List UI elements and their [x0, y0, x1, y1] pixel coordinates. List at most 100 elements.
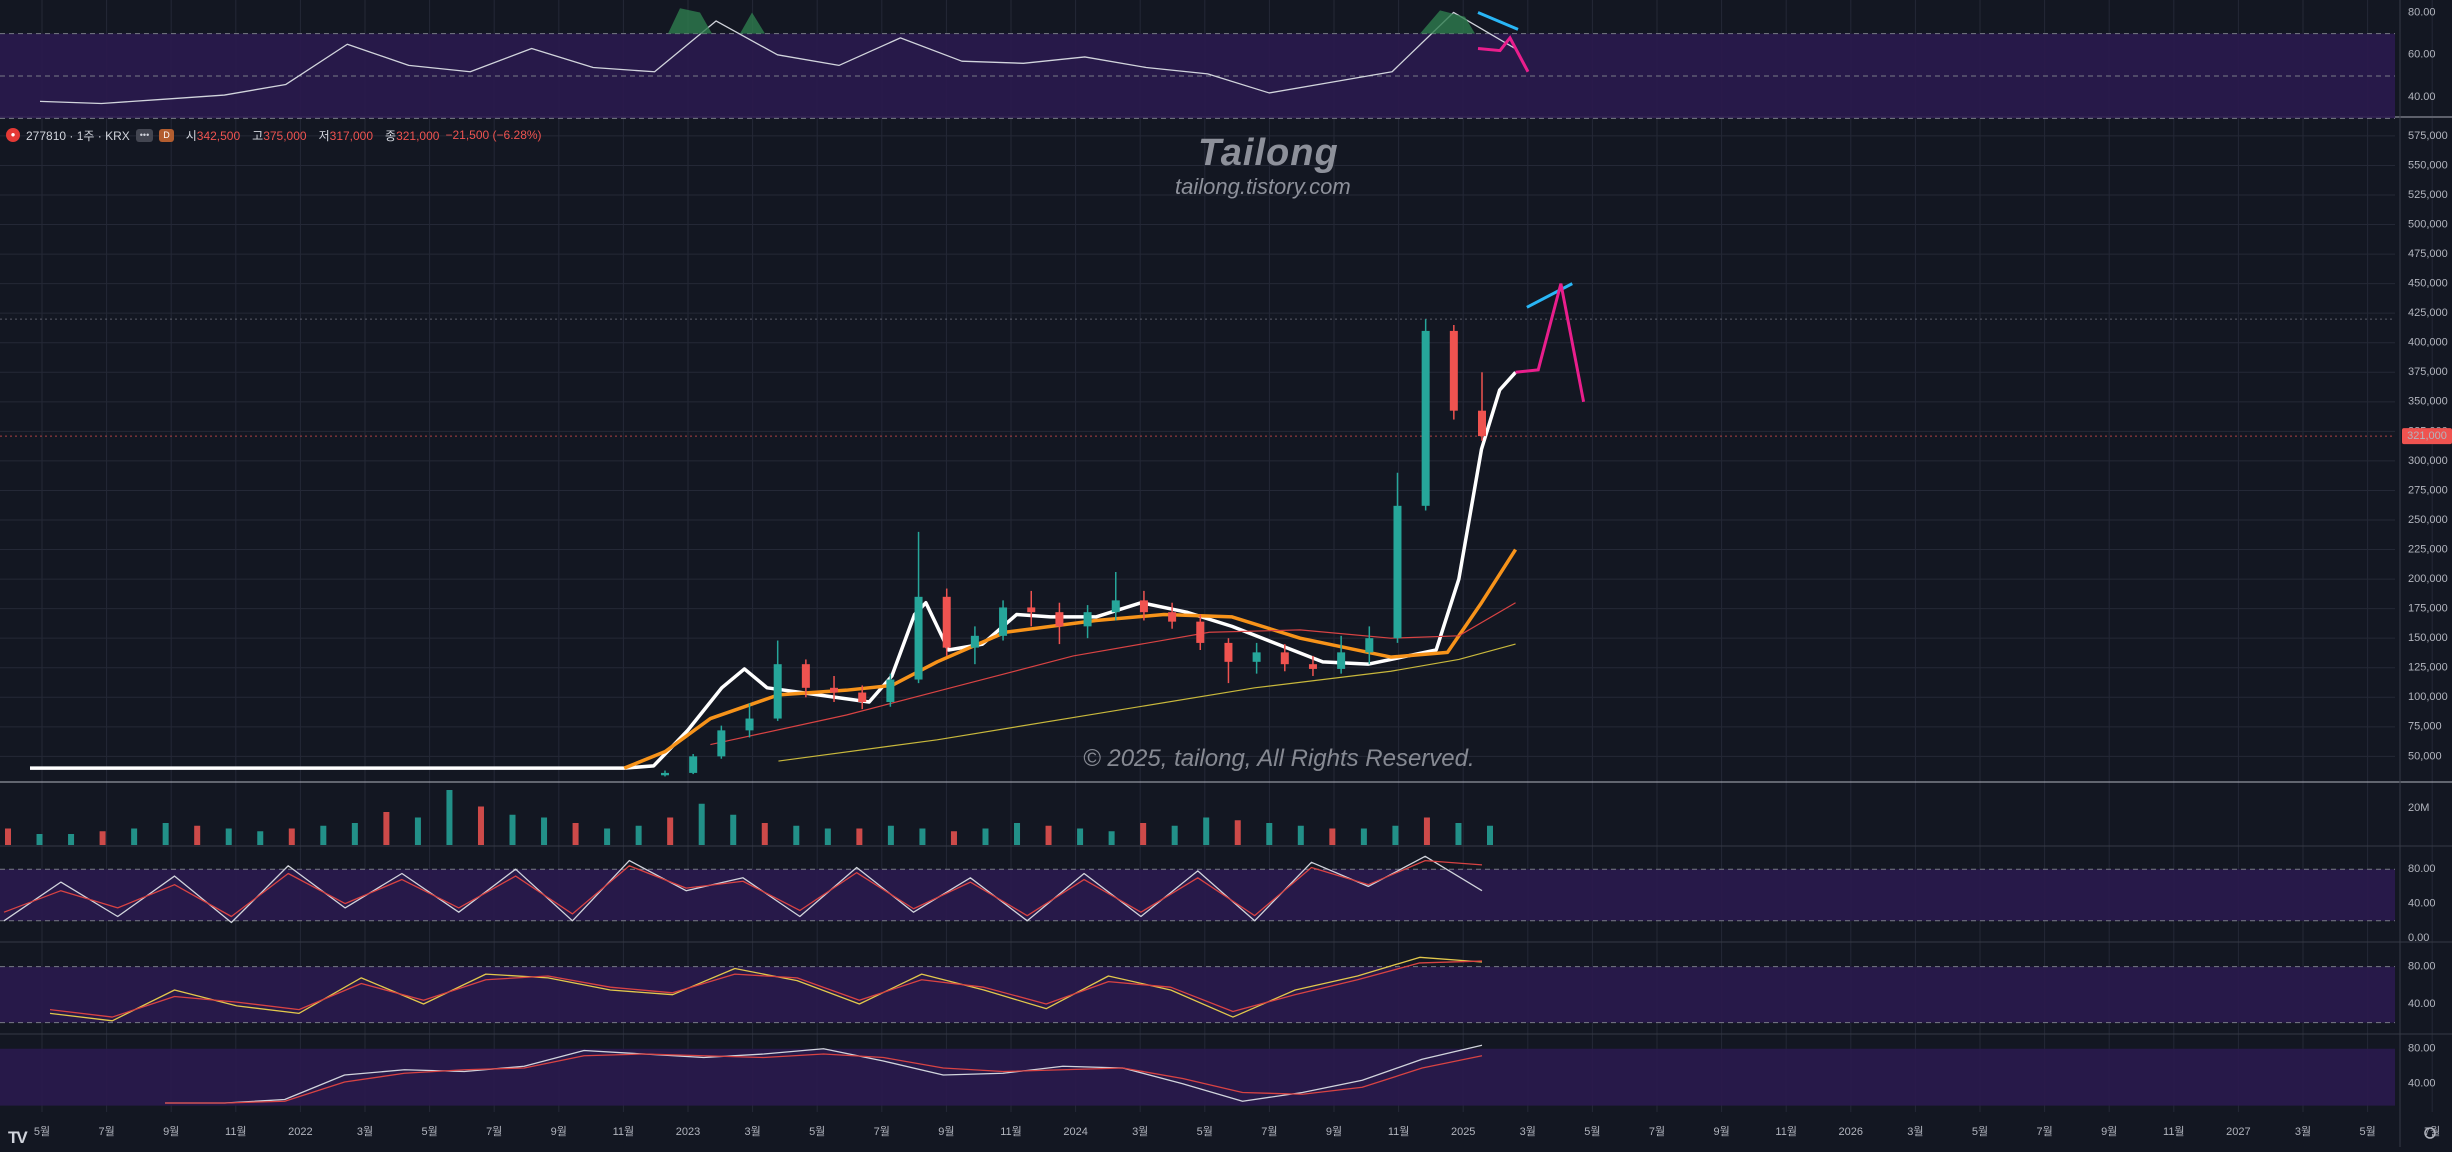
- delay-flag: D: [159, 128, 174, 142]
- symbol-bar: ● 277810 · 1주 · KRX ••• D 시342,500 고375,…: [6, 127, 542, 143]
- x-tick-label: 5월: [1972, 1125, 1988, 1138]
- volume-bar: [351, 823, 358, 845]
- x-tick-label: 9월: [2101, 1125, 2117, 1138]
- x-tick-label: 9월: [163, 1125, 179, 1138]
- price-y-tick: 275,000: [2408, 484, 2448, 496]
- volume-bar: [509, 814, 516, 845]
- ma-line-slow: [710, 602, 1516, 746]
- price-y-tick: 425,000: [2408, 307, 2448, 319]
- watermark-copyright: © 2025, tailong, All Rights Reserved.: [1083, 745, 1475, 772]
- macd-y-tick: 80.00: [2408, 1043, 2436, 1055]
- candle-body: [858, 692, 867, 702]
- volume-bar: [5, 828, 11, 845]
- volume-bar: [730, 814, 737, 845]
- volume-bar: [446, 790, 453, 845]
- volume-bar: [667, 817, 674, 845]
- x-tick-label: 11월: [1000, 1125, 1022, 1138]
- x-tick-label: 11월: [1775, 1125, 1797, 1138]
- dot-icon[interactable]: •••: [135, 128, 154, 142]
- volume-bar: [635, 825, 642, 845]
- stoch-slow-y-tick: 80.00: [2408, 961, 2436, 973]
- x-tick-label: 3월: [2295, 1125, 2311, 1138]
- candle-body: [1083, 612, 1092, 627]
- ohlc-high: 고375,000: [252, 128, 307, 143]
- volume-bar: [1045, 825, 1052, 845]
- candle-body: [773, 664, 782, 719]
- volume-bar: [1423, 817, 1430, 845]
- watermark-url: tailong.tistory.com: [1175, 174, 1351, 199]
- candle-body: [1224, 642, 1233, 662]
- x-tick-label: 11월: [613, 1125, 635, 1138]
- x-tick-label: 7월: [486, 1125, 502, 1138]
- price-y-tick: 400,000: [2408, 337, 2448, 349]
- volume-bar: [982, 828, 989, 845]
- price-y-tick: 375,000: [2408, 366, 2448, 378]
- x-tick-label: 2024: [1063, 1126, 1087, 1138]
- price-y-tick: 450,000: [2408, 278, 2448, 290]
- stoch-fast-band: [0, 869, 2395, 921]
- candle-body: [1139, 600, 1148, 613]
- stoch-fast-y-tick: 0.00: [2408, 932, 2429, 944]
- volume-bar: [383, 812, 390, 845]
- volume-y-tick: 20M: [2408, 802, 2429, 814]
- candle-body: [1111, 600, 1120, 613]
- price-y-tick: 250,000: [2408, 514, 2448, 526]
- x-tick-label: 5월: [809, 1125, 825, 1138]
- volume-bar: [950, 831, 957, 845]
- ohlc-close: 종321,000: [385, 128, 440, 143]
- rsi-top-y-tick: 60.00: [2408, 49, 2436, 61]
- stoch-fast-y-tick: 80.00: [2408, 863, 2436, 875]
- x-tick-label: 3월: [1132, 1125, 1148, 1138]
- price-y-tick: 75,000: [2408, 721, 2442, 733]
- candle-body: [1027, 607, 1036, 613]
- volume-bar: [162, 823, 169, 845]
- price-y-tick: 500,000: [2408, 218, 2448, 230]
- volume-bar: [257, 831, 264, 845]
- settings-gear-icon[interactable]: [2424, 1127, 2436, 1139]
- volume-bar: [793, 825, 800, 845]
- stoch-slow-series-line: [49, 960, 1483, 1018]
- watermark-title: Tailong: [1198, 132, 1339, 174]
- x-tick-label: 2027: [2226, 1126, 2250, 1138]
- candle-body: [1168, 612, 1177, 622]
- symbol-name[interactable]: 277810 · 1주 · KRX: [26, 128, 130, 143]
- candle-body: [886, 679, 895, 702]
- price-y-tick: 100,000: [2408, 691, 2448, 703]
- price-y-tick: 525,000: [2408, 189, 2448, 201]
- x-tick-label: 2023: [676, 1126, 700, 1138]
- price-y-tick: 225,000: [2408, 543, 2448, 555]
- volume-bar: [761, 823, 768, 845]
- x-tick-label: 5월: [34, 1125, 50, 1138]
- volume-bar: [1329, 828, 1336, 845]
- stoch-fast-y-tick: 40.00: [2408, 898, 2436, 910]
- stoch-slow-series-line: [49, 956, 1483, 1022]
- projection-up-line: [1526, 282, 1573, 309]
- candle-body: [1280, 652, 1289, 665]
- volume-bar: [919, 828, 926, 845]
- price-y-tick: 125,000: [2408, 662, 2448, 674]
- tradingview-logo-icon[interactable]: TV: [8, 1128, 28, 1147]
- x-tick-label: 7월: [98, 1125, 114, 1138]
- candle-body: [914, 596, 923, 680]
- candle-body: [970, 635, 979, 648]
- volume-bar: [572, 823, 579, 845]
- volume-bar: [320, 825, 327, 845]
- volume-bar: [477, 806, 484, 845]
- price-y-tick: 350,000: [2408, 396, 2448, 408]
- x-tick-label: 3월: [744, 1125, 760, 1138]
- volume-bar: [36, 834, 43, 845]
- candle-body: [1252, 652, 1261, 662]
- volume-bar: [414, 817, 421, 845]
- candle-body: [1055, 612, 1064, 627]
- x-tick-label: 5월: [1584, 1125, 1600, 1138]
- rsi-top-y-tick: 40.00: [2408, 91, 2436, 103]
- candle-body: [745, 718, 754, 731]
- candle-body: [830, 687, 839, 693]
- candle-body: [1337, 652, 1346, 669]
- price-y-tick: 475,000: [2408, 248, 2448, 260]
- volume-bar: [1266, 823, 1273, 845]
- volume-bar: [99, 831, 106, 845]
- rsi-top-series-line: [39, 11, 1516, 105]
